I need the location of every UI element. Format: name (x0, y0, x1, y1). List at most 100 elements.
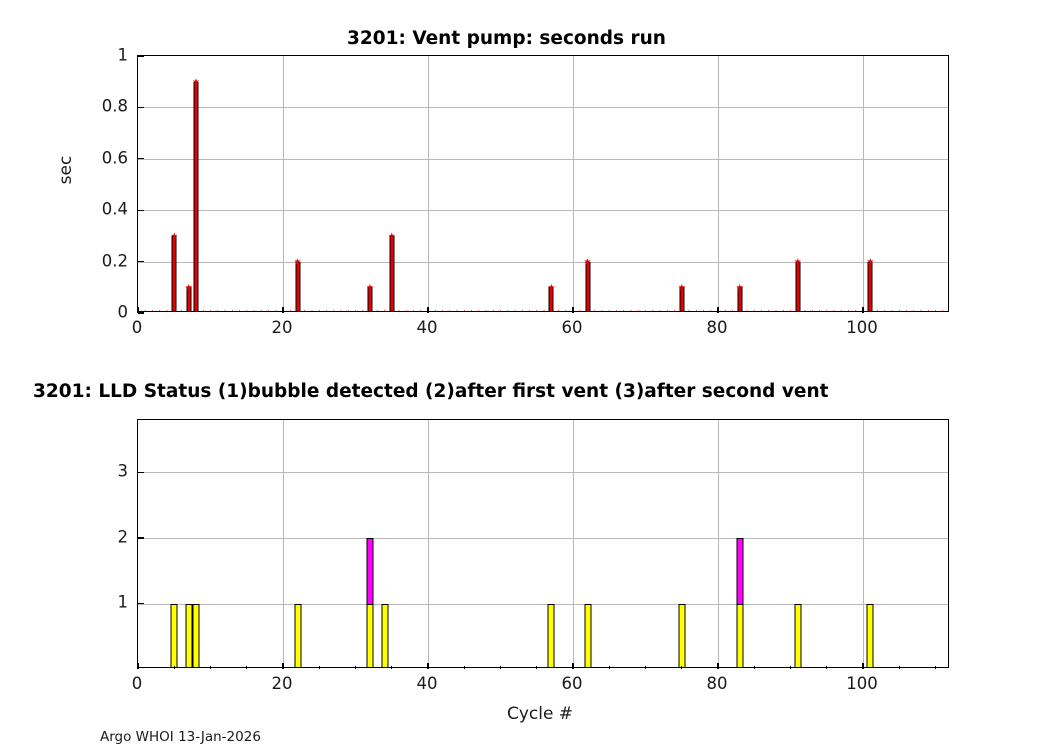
vent-pump-y-tick (138, 260, 144, 263)
vent-pump-data-marker (344, 309, 352, 311)
vent-pump-data-marker (910, 309, 918, 311)
vent-pump-data-marker (330, 309, 338, 311)
vent-pump-data-marker (881, 309, 889, 311)
vent-pump-data-marker (149, 309, 156, 311)
vent-pump-data-marker (816, 309, 823, 311)
vent-pump-y-tick (138, 55, 144, 57)
lld-status-x-minor-tick (209, 665, 212, 669)
vent-pump-data-marker (707, 309, 715, 311)
lld-status-series-layer (138, 420, 948, 667)
vent-pump-data-marker (482, 309, 490, 311)
vent-pump-data-marker (207, 309, 214, 311)
vent-pump-x-tick (282, 307, 284, 313)
vent-pump-x-tick-label: 60 (561, 318, 583, 337)
lld-status-y-gridline (138, 537, 948, 539)
vent-pump-data-marker (772, 309, 780, 311)
vent-pump-x-gridline (863, 56, 864, 311)
vent-pump-data-marker (765, 309, 773, 311)
vent-pump-data-marker (489, 309, 497, 311)
vent-pump-bar (193, 81, 199, 311)
vent-pump-series-layer (138, 56, 948, 311)
vent-pump-data-marker (605, 309, 613, 311)
vent-pump-data-marker (388, 232, 396, 239)
vent-pump-data-marker (395, 309, 403, 311)
lld-status-y-tick (138, 471, 144, 474)
vent-pump-data-marker (634, 309, 642, 311)
lld-status-bar-level1 (170, 603, 178, 667)
lld-status-bar-level1 (547, 603, 555, 667)
vent-pump-data-marker (366, 283, 374, 291)
vent-pump-data-marker (497, 309, 504, 311)
vent-pump-data-marker (866, 258, 874, 265)
vent-pump-data-marker (352, 309, 359, 311)
lld-status-x-minor-tick (499, 665, 502, 669)
vent-pump-y-tick (138, 158, 144, 160)
vent-pump-y-gridline (138, 158, 948, 160)
lld-status-y-tick-label: 3 (117, 461, 129, 481)
lld-status-x-tick-label: 80 (706, 674, 728, 693)
vent-pump-data-marker (939, 309, 947, 311)
vent-pump-data-marker (315, 309, 323, 311)
vent-pump-y-tick-label: 0.6 (101, 148, 128, 168)
vent-pump-y-tick (138, 209, 144, 211)
vent-pump-data-marker (642, 309, 649, 311)
vent-pump-data-marker (533, 309, 541, 311)
vent-pump-data-marker (932, 309, 939, 311)
lld-status-x-gridline (428, 420, 429, 667)
lld-status-y-tick (138, 537, 144, 539)
footer-credit: Argo WHOI 13-Jan-2026 (100, 729, 261, 745)
lld-status-bar-level1 (794, 603, 802, 667)
vent-pump-data-marker (758, 309, 765, 311)
lld-status-x-tick (427, 663, 429, 669)
lld-status-x-tick-label: 20 (271, 674, 293, 693)
lld-status-x-minor-tick (391, 665, 393, 669)
vent-pump-data-marker (286, 309, 294, 311)
lld-status-y-gridline (138, 603, 948, 605)
vent-pump-data-marker (591, 309, 599, 311)
vent-pump-data-marker (526, 309, 533, 311)
vent-pump-data-marker (692, 309, 700, 311)
lld-status-bar-level1 (866, 603, 874, 667)
vent-pump-data-marker (808, 309, 816, 311)
vent-pump-data-marker (823, 309, 831, 311)
vent-pump-data-marker (903, 309, 910, 311)
vent-pump-bar (389, 235, 395, 311)
vent-pump-data-marker (156, 309, 164, 311)
lld-status-y-tick-label: 2 (117, 527, 129, 547)
vent-pump-x-tick (137, 307, 139, 313)
vent-pump-chart-title: 3201: Vent pump: seconds run (347, 28, 666, 49)
vent-pump-data-marker (671, 309, 678, 311)
lld-status-chart-title: 3201: LLD Status (1)bubble detected (2)a… (33, 381, 829, 402)
vent-pump-y-tick-label: 0 (117, 302, 129, 322)
lld-status-x-gridline (573, 420, 574, 667)
vent-pump-y-tick (138, 312, 144, 314)
vent-pump-data-marker (228, 309, 236, 311)
lld-status-x-gridline (863, 420, 864, 667)
vent-pump-x-tick (572, 307, 574, 313)
vent-pump-data-marker (511, 309, 519, 311)
lld-status-x-tick (717, 663, 719, 669)
vent-pump-data-marker (504, 309, 512, 311)
vent-pump-data-marker (308, 309, 316, 311)
vent-pump-y-tick-label: 0.4 (101, 199, 128, 219)
lld-status-x-tick-label: 100 (846, 674, 878, 693)
lld-status-x-gridline (718, 420, 719, 667)
vent-pump-data-marker (787, 309, 794, 311)
vent-pump-x-gridline (718, 56, 719, 311)
vent-pump-data-marker (736, 283, 744, 291)
vent-pump-data-marker (359, 309, 367, 311)
lld-status-x-axis-label: Cycle # (506, 704, 574, 724)
vent-pump-y-gridline (138, 107, 948, 109)
vent-pump-bar (585, 261, 590, 311)
vent-pump-data-marker (453, 309, 461, 311)
vent-pump-data-marker (700, 309, 707, 311)
lld-status-y-gridline (138, 472, 948, 474)
vent-pump-data-marker (141, 309, 149, 311)
vent-pump-data-marker (721, 309, 729, 311)
lld-status-x-minor-tick (246, 665, 248, 669)
lld-status-bar-level1 (192, 603, 200, 667)
vent-pump-data-marker (236, 309, 243, 311)
lld-status-bar-level2 (736, 537, 744, 605)
vent-pump-data-marker (540, 309, 548, 311)
vent-pump-bar (186, 287, 192, 311)
